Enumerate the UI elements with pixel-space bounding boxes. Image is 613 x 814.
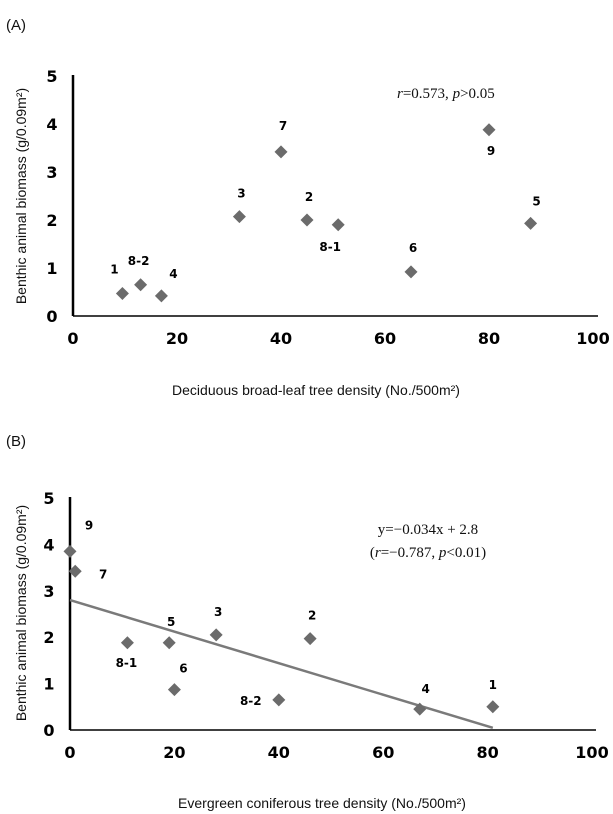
- data-point-marker: [413, 702, 427, 716]
- data-point-label: 4: [422, 682, 430, 696]
- y-tick-label: 4: [46, 115, 57, 134]
- y-tick-label: 1: [46, 259, 57, 278]
- data-point-marker: [162, 636, 176, 650]
- x-tick-label: 20: [166, 329, 188, 348]
- x-tick-label: 20: [163, 743, 185, 762]
- data-point-label: 8-2: [128, 254, 150, 268]
- x-tick-label: 40: [270, 329, 292, 348]
- x-tick-label: 60: [374, 329, 396, 348]
- panel-b-label: (B): [6, 433, 26, 450]
- data-point-label: 3: [237, 187, 245, 201]
- data-point-label: 6: [409, 241, 417, 255]
- panel-a-x-axis-label: Deciduous broad-leaf tree density (No./5…: [172, 382, 460, 398]
- data-point-marker: [303, 632, 317, 646]
- panel-b-x-axis-label: Evergreen coniferous tree density (No./5…: [178, 795, 466, 811]
- x-tick-label: 0: [64, 743, 75, 762]
- panel-a-label: (A): [6, 17, 26, 34]
- data-point-label: 8-1: [319, 240, 341, 254]
- data-point-label: 5: [532, 194, 540, 208]
- data-point-marker: [134, 278, 148, 292]
- y-tick-label: 1: [43, 675, 54, 694]
- data-point-marker: [115, 286, 129, 300]
- x-tick-label: 40: [268, 743, 290, 762]
- data-point-marker: [300, 213, 314, 227]
- y-tick-label: 0: [46, 307, 57, 326]
- data-point-marker: [486, 700, 500, 714]
- y-tick-label: 4: [43, 535, 54, 554]
- x-tick-label: 0: [67, 329, 78, 348]
- data-point-marker: [272, 693, 286, 707]
- panel-b-stats-annotation: (r=−0.787, p<0.01): [370, 545, 486, 561]
- data-point-label: 2: [305, 190, 313, 204]
- y-tick-label: 3: [46, 163, 57, 182]
- panel-b-y-axis-label: Benthic animal biomass (g/0.09m²): [13, 505, 29, 721]
- data-point-label: 4: [169, 267, 177, 281]
- data-point-label: 1: [110, 262, 118, 276]
- panel-a-y-ticks: 0 1 2 3 4 5: [46, 67, 57, 326]
- x-tick-label: 60: [372, 743, 394, 762]
- x-tick-label: 80: [478, 329, 500, 348]
- data-point-marker: [232, 210, 246, 224]
- x-tick-label: 100: [576, 329, 609, 348]
- panel-a-stats-annotation: r=0.573, p>0.05: [397, 86, 495, 102]
- data-point-marker: [209, 628, 223, 642]
- y-tick-label: 2: [46, 211, 57, 230]
- panel-a-points: 1 8-2 4 3 7 2 8-1 6 9 5: [110, 119, 541, 303]
- x-tick-label: 80: [476, 743, 498, 762]
- data-point-label: 1: [489, 678, 497, 692]
- data-point-label: 5: [167, 615, 175, 629]
- data-point-marker: [154, 289, 168, 303]
- data-point-label: 6: [179, 662, 187, 676]
- x-tick-label: 100: [575, 743, 608, 762]
- y-tick-label: 5: [43, 489, 54, 508]
- data-point-label: 9: [487, 144, 495, 158]
- data-point-marker: [331, 218, 345, 232]
- data-point-marker: [404, 265, 418, 279]
- panel-b-x-ticks: 0 20 40 60 80 100: [64, 743, 608, 762]
- data-point-marker: [63, 544, 77, 558]
- data-point-marker: [167, 683, 181, 697]
- data-point-marker: [524, 216, 538, 230]
- data-point-label: 7: [279, 119, 287, 133]
- panel-b-equation-annotation: y=−0.034x + 2.8: [378, 522, 478, 538]
- panel-a: (A) Benthic animal biomass (g/0.09m²) 0 1…: [6, 17, 610, 398]
- y-tick-label: 3: [43, 582, 54, 601]
- data-point-label: 8-2: [240, 694, 262, 708]
- data-point-label: 8-1: [116, 656, 138, 670]
- data-point-label: 3: [214, 605, 222, 619]
- panel-b-points: 9 7 8-1 5 6 3 8-2 2 4 1: [63, 518, 500, 716]
- y-tick-label: 5: [46, 67, 57, 86]
- data-point-label: 9: [85, 518, 93, 532]
- data-point-marker: [120, 636, 134, 650]
- y-tick-label: 2: [43, 628, 54, 647]
- data-point-marker: [482, 123, 496, 137]
- y-tick-label: 0: [43, 721, 54, 740]
- panel-b: (B) Benthic animal biomass (g/0.09m²) 0 1…: [6, 433, 609, 811]
- panel-b-y-ticks: 0 1 2 3 4 5: [43, 489, 54, 740]
- panel-a-x-ticks: 0 20 40 60 80 100: [67, 329, 609, 348]
- data-point-label: 7: [99, 567, 107, 581]
- data-point-marker: [68, 564, 82, 578]
- data-point-label: 2: [308, 609, 316, 623]
- data-point-marker: [274, 145, 288, 159]
- panel-a-y-axis-label: Benthic animal biomass (g/0.09m²): [13, 88, 29, 304]
